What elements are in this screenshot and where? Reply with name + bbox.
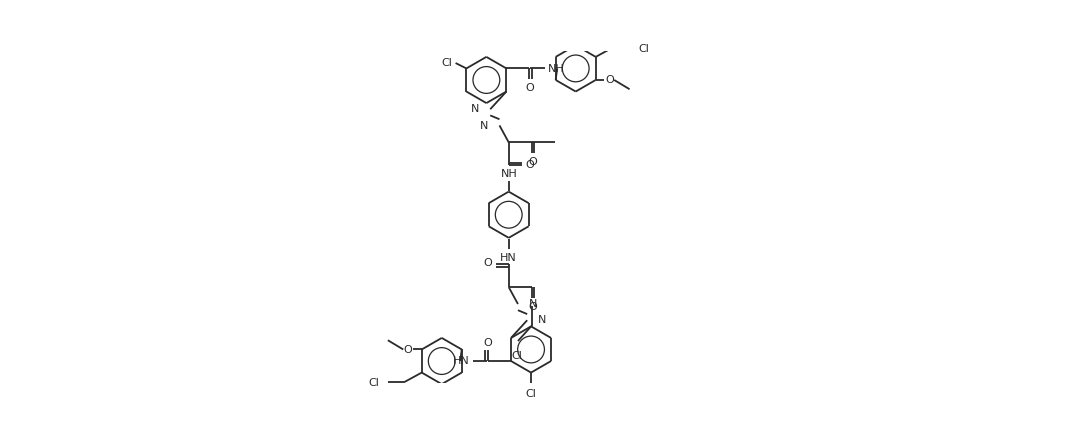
Text: N: N [480,120,489,130]
Text: O: O [529,157,537,167]
Text: O: O [525,83,534,93]
Text: N: N [472,104,479,114]
Text: NH: NH [501,169,518,178]
Text: O: O [483,338,492,347]
Text: HN: HN [453,356,469,365]
Text: N: N [538,315,546,325]
Text: HN: HN [501,252,517,262]
Text: O: O [402,344,412,354]
Text: O: O [483,258,492,268]
Text: O: O [525,160,534,169]
Text: Cl: Cl [638,43,648,53]
Text: Cl: Cl [525,388,536,398]
Text: NH: NH [548,64,564,74]
Text: Cl: Cl [511,350,522,360]
Text: O: O [529,301,537,311]
Text: O: O [605,75,614,85]
Text: Cl: Cl [441,58,452,68]
Text: N: N [529,298,537,309]
Text: Cl: Cl [369,377,380,387]
